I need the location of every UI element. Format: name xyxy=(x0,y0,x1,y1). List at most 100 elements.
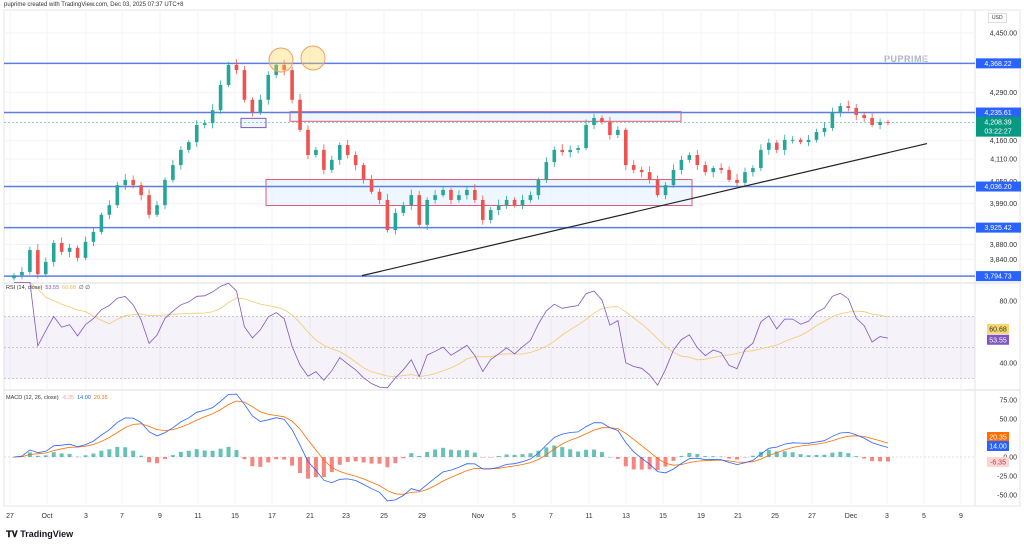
macd-histogram-bar xyxy=(750,455,755,457)
macd-histogram-bar xyxy=(337,457,342,465)
macd-legend-title: MACD (12, 26, close) xyxy=(6,395,59,401)
candle-up xyxy=(274,64,278,75)
countdown-label: 03:22:27 xyxy=(984,129,1011,136)
macd-value-label: 14.00 xyxy=(989,444,1007,451)
candle-up xyxy=(878,122,882,126)
macd-histogram-bar xyxy=(321,457,326,478)
candle-up xyxy=(552,149,557,163)
candle-up xyxy=(663,185,668,196)
candle-down xyxy=(361,165,366,180)
candle-down xyxy=(560,149,565,153)
x-tick-label: 5 xyxy=(512,513,516,520)
macd-histogram-bar xyxy=(472,452,477,457)
chart-header: puprime created with TradingView.com, De… xyxy=(4,2,184,8)
macd-histogram-bar xyxy=(822,454,827,457)
macd-histogram-bar xyxy=(147,457,152,463)
candle-up xyxy=(115,185,120,206)
rsi-legend-extra: ∅ ∅ xyxy=(78,285,91,291)
candle-down xyxy=(75,247,80,258)
macd-histogram-bar xyxy=(202,450,207,457)
macd-histogram-bar xyxy=(425,451,430,457)
macd-histogram-bar xyxy=(576,451,581,457)
last-price-label-bg xyxy=(976,116,1021,137)
macd-histogram-bar xyxy=(258,457,263,467)
candle-down xyxy=(608,122,612,136)
macd-histogram-bar xyxy=(814,454,819,457)
macd-histogram-bar xyxy=(75,456,80,458)
macd-histogram-bar xyxy=(234,450,239,457)
macd-histogram-bar xyxy=(433,449,438,457)
macd-histogram-bar xyxy=(711,456,716,457)
macd-histogram-bar xyxy=(584,449,589,457)
currency-selector[interactable]: USD xyxy=(988,13,1007,23)
candle-up xyxy=(465,189,469,196)
macd-histogram-bar xyxy=(679,455,684,457)
x-tick-label: 13 xyxy=(622,513,630,520)
candle-down xyxy=(846,106,851,108)
level-price-label-bg xyxy=(976,222,1021,233)
macd-tick-label: -50.00 xyxy=(997,493,1017,500)
candle-up xyxy=(711,168,715,173)
candle-up xyxy=(28,250,32,272)
top-highlight-circle xyxy=(268,47,294,73)
level-price-label: 4,368.22 xyxy=(984,61,1011,68)
signal-legend-value: 20.35 xyxy=(93,395,108,401)
candle-up xyxy=(822,127,827,133)
macd-histogram-bar xyxy=(178,451,183,457)
level-price-label-bg xyxy=(976,271,1021,282)
candle-down xyxy=(59,242,64,252)
candle-down xyxy=(719,168,723,170)
candle-down xyxy=(36,250,40,275)
level-price-label-bg xyxy=(976,58,1021,69)
zone-rectangle xyxy=(240,117,267,129)
macd-histogram-bar xyxy=(393,457,398,464)
macd-histogram-bar xyxy=(862,457,867,459)
macd-histogram-bar xyxy=(703,456,708,457)
rsi-value-label: 53.55 xyxy=(989,337,1007,344)
macd-histogram-bar xyxy=(480,457,485,458)
candle-down xyxy=(250,99,255,113)
macd-tick-label: -25.00 xyxy=(997,474,1017,481)
macd-histogram-bar xyxy=(560,447,565,457)
candle-up xyxy=(457,195,461,200)
macd-histogram-bar xyxy=(83,455,88,457)
candle-up xyxy=(67,247,72,252)
macd-histogram-bar xyxy=(194,449,199,457)
x-tick-label: 9 xyxy=(158,513,162,520)
macd-histogram-bar xyxy=(695,454,700,457)
macd-histogram-bar xyxy=(329,457,334,473)
macd-histogram-bar xyxy=(186,450,191,457)
x-tick-label: 19 xyxy=(697,513,705,520)
candle-up xyxy=(528,195,533,200)
level-price-label: 4,235.61 xyxy=(984,110,1011,117)
x-tick-label: 15 xyxy=(659,513,667,520)
candle-down xyxy=(306,129,310,156)
candle-down xyxy=(798,139,803,143)
macd-histogram-bar xyxy=(59,453,64,457)
price-tick-label: 3,840.00 xyxy=(990,257,1017,264)
macd-histogram-bar xyxy=(536,450,541,457)
candle-up xyxy=(504,199,509,206)
macd-histogram-bar xyxy=(170,455,175,457)
macd-histogram-bar xyxy=(401,457,406,459)
macd-histogram-bar xyxy=(798,454,803,457)
level-price-label: 3,925.42 xyxy=(984,225,1011,232)
candle-up xyxy=(441,189,445,196)
rsi-legend[interactable]: RSI (14, close) 53.55 60.68 ∅ ∅ xyxy=(6,285,93,291)
candle-down xyxy=(886,122,890,124)
candle-up xyxy=(314,149,318,156)
macd-histogram-bar xyxy=(504,454,509,457)
macd-histogram-bar xyxy=(647,457,652,470)
candle-down xyxy=(234,64,239,71)
candle-down xyxy=(512,199,517,206)
candle-up xyxy=(107,205,112,215)
x-tick-label: 17 xyxy=(268,513,276,520)
candle-down xyxy=(639,169,644,173)
trendline xyxy=(361,142,928,277)
macd-legend[interactable]: MACD (12, 26, close) -6.35 14.00 20.35 xyxy=(6,395,111,401)
signal-value-label-bg xyxy=(987,432,1009,442)
macd-histogram-bar xyxy=(878,457,883,462)
x-tick-label: 3 xyxy=(885,513,889,520)
macd-histogram-bar xyxy=(139,455,144,457)
